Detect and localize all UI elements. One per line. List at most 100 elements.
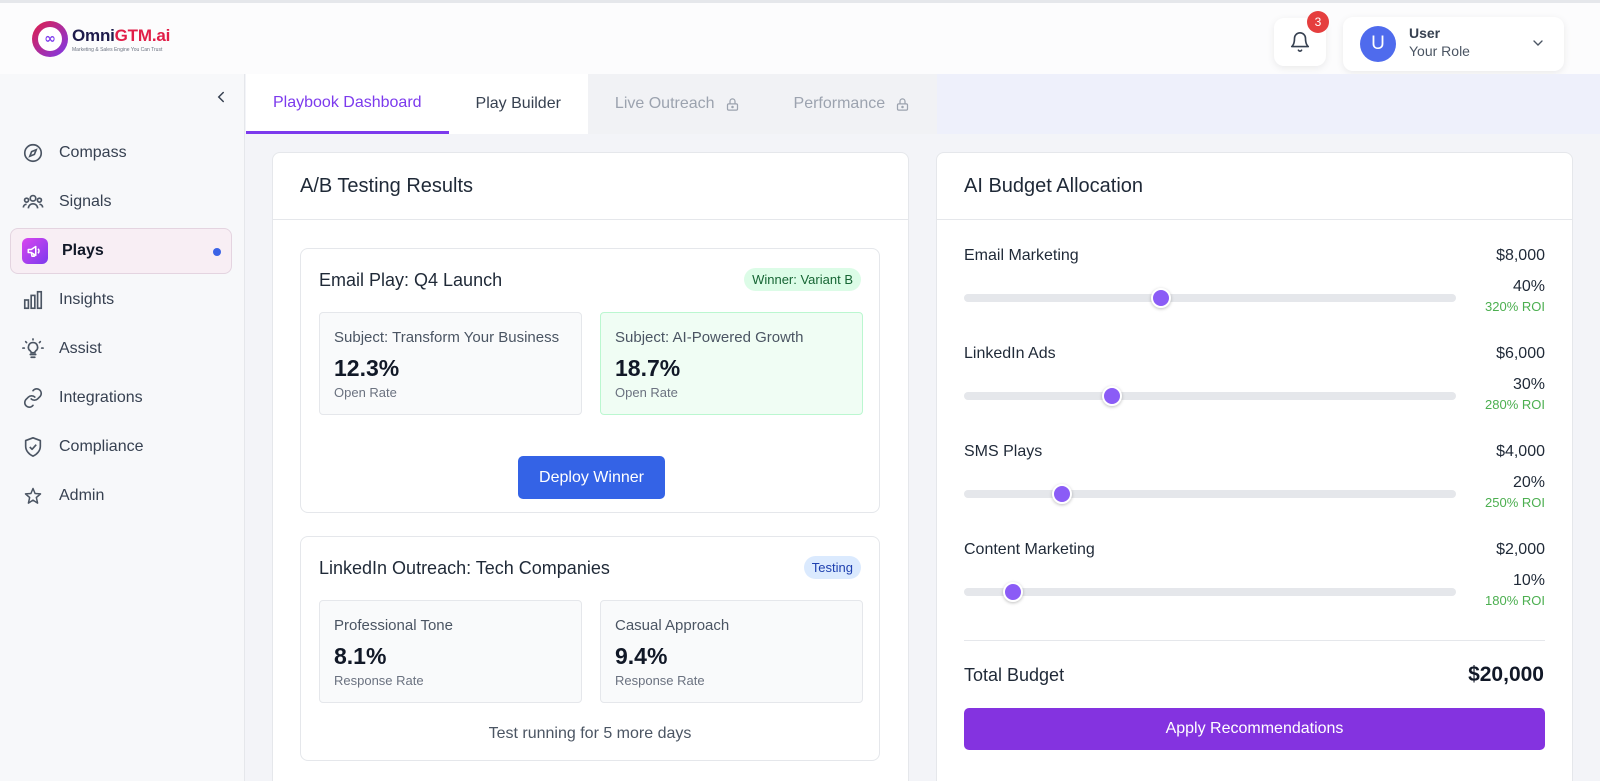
channel-roi: 280% ROI xyxy=(1485,397,1545,412)
top-header: ∞ OmniGTM.ai Marketing & Sales Engine Yo… xyxy=(0,0,1600,74)
tab-playbook-dashboard[interactable]: Playbook Dashboard xyxy=(246,74,449,134)
megaphone-icon xyxy=(22,238,48,264)
test-title: Email Play: Q4 Launch xyxy=(319,270,503,290)
channel-name: SMS Plays xyxy=(964,443,1043,460)
apply-recommendations-button[interactable]: Apply Recommendations xyxy=(964,708,1545,750)
card-title: A/B Testing Results xyxy=(273,153,908,220)
test-running-note: Test running for 5 more days xyxy=(488,725,692,742)
tab-performance[interactable]: Performance xyxy=(766,74,938,134)
link-icon xyxy=(21,386,45,410)
channel-name: Content Marketing xyxy=(964,541,1095,558)
budget-slider-track[interactable] xyxy=(964,386,1456,406)
sidebar-item-compliance[interactable]: Compliance xyxy=(10,424,232,470)
status-badge: Testing xyxy=(803,556,861,579)
notifications-button[interactable]: 3 xyxy=(1274,11,1329,66)
logo-name: OmniGTM.ai xyxy=(72,25,171,45)
deploy-winner-button[interactable]: Deploy Winner xyxy=(518,456,665,499)
channel-percent: 10% xyxy=(1512,572,1545,589)
slider-thumb[interactable] xyxy=(1101,386,1122,406)
bar-chart-icon xyxy=(21,288,45,312)
users-icon xyxy=(21,190,45,214)
sidebar-item-label: Assist xyxy=(59,340,102,357)
sidebar-item-label: Integrations xyxy=(59,389,143,406)
variant-value: 8.1% xyxy=(334,643,387,669)
budget-row-email-marketing: Email Marketing $8,000 40% 320% ROI xyxy=(964,247,1545,337)
ab-testing-card: A/B Testing Results Email Play: Q4 Launc… xyxy=(272,152,909,781)
variant-subject: Subject: Transform Your Business xyxy=(334,329,560,346)
app-logo[interactable]: ∞ OmniGTM.ai Marketing & Sales Engine Yo… xyxy=(32,21,170,57)
sidebar: Compass Signals Plays Insights Assist In… xyxy=(0,74,245,781)
tab-play-builder[interactable]: Play Builder xyxy=(448,74,588,134)
channel-name: Email Marketing xyxy=(964,247,1079,264)
bell-icon xyxy=(1290,32,1310,52)
channel-roi: 250% ROI xyxy=(1485,495,1545,510)
variant-b-panel: Subject: AI-Powered Growth 18.7% Open Ra… xyxy=(600,312,863,415)
variant-metric: Open Rate xyxy=(334,385,397,400)
tab-label: Live Outreach xyxy=(614,95,715,112)
variant-metric: Open Rate xyxy=(615,385,678,400)
ab-test-item: LinkedIn Outreach: Tech Companies Testin… xyxy=(300,536,880,761)
channel-roi: 180% ROI xyxy=(1485,593,1545,608)
user-name: User xyxy=(1409,25,1441,41)
variant-value: 18.7% xyxy=(615,355,681,381)
user-role: Your Role xyxy=(1409,43,1470,59)
sidebar-item-assist[interactable]: Assist xyxy=(10,326,232,372)
sidebar-item-admin[interactable]: Admin xyxy=(10,473,232,519)
channel-percent: 30% xyxy=(1512,376,1545,393)
sidebar-item-integrations[interactable]: Integrations xyxy=(10,375,232,421)
chevron-down-icon xyxy=(1533,40,1543,46)
logo-tagline: Marketing & Sales Engine You Can Trust xyxy=(72,46,163,53)
total-budget-label: Total Budget xyxy=(964,665,1065,685)
logo-mark-icon: ∞ xyxy=(32,21,68,57)
notification-count-badge: 3 xyxy=(1307,11,1329,33)
sidebar-item-label: Signals xyxy=(59,193,112,210)
sidebar-item-label: Plays xyxy=(62,242,104,259)
sidebar-item-label: Insights xyxy=(59,291,115,308)
channel-amount: $4,000 xyxy=(1496,443,1545,460)
variant-subject: Professional Tone xyxy=(334,617,453,634)
channel-name: LinkedIn Ads xyxy=(964,345,1056,362)
channel-percent: 40% xyxy=(1512,278,1545,295)
budget-slider-track[interactable] xyxy=(964,484,1456,504)
tab-live-outreach[interactable]: Live Outreach xyxy=(587,74,767,134)
variant-subject: Subject: AI-Powered Growth xyxy=(615,329,804,346)
avatar: U xyxy=(1360,26,1396,62)
variant-subject: Casual Approach xyxy=(615,617,730,634)
channel-amount: $6,000 xyxy=(1496,345,1545,362)
chevron-left-icon[interactable] xyxy=(212,88,230,106)
status-badge: Winner: Variant B xyxy=(744,268,861,291)
slider-thumb[interactable] xyxy=(1052,484,1073,504)
user-menu[interactable]: U User Your Role xyxy=(1343,17,1564,71)
variant-value: 9.4% xyxy=(615,643,668,669)
compass-icon xyxy=(21,141,45,165)
variant-b-panel: Casual Approach 9.4% Response Rate xyxy=(600,600,863,703)
lock-icon xyxy=(897,97,909,111)
budget-slider-track[interactable] xyxy=(964,288,1456,308)
sidebar-item-compass[interactable]: Compass xyxy=(10,130,232,176)
lightbulb-icon xyxy=(21,337,45,361)
shield-check-icon xyxy=(21,435,45,459)
sidebar-item-signals[interactable]: Signals xyxy=(10,179,232,225)
variant-metric: Response Rate xyxy=(615,673,705,688)
sidebar-item-plays[interactable]: Plays xyxy=(10,228,232,274)
sidebar-nav: Compass Signals Plays Insights Assist In… xyxy=(10,130,232,522)
budget-row-sms-plays: SMS Plays $4,000 20% 250% ROI xyxy=(964,443,1545,533)
channel-amount: $2,000 xyxy=(1496,541,1545,558)
card-title: AI Budget Allocation xyxy=(937,153,1572,220)
channel-percent: 20% xyxy=(1512,474,1545,491)
slider-thumb[interactable] xyxy=(1150,288,1171,308)
divider xyxy=(964,640,1545,641)
tab-label: Performance xyxy=(793,95,886,112)
sidebar-item-insights[interactable]: Insights xyxy=(10,277,232,323)
active-indicator-dot xyxy=(213,248,221,256)
channel-amount: $8,000 xyxy=(1496,247,1545,264)
budget-slider-track[interactable] xyxy=(964,582,1456,602)
total-budget-value: $20,000 xyxy=(1468,663,1544,686)
sidebar-item-label: Admin xyxy=(59,487,105,504)
ab-test-item: Email Play: Q4 Launch Winner: Variant B … xyxy=(300,248,880,513)
budget-row-content-marketing: Content Marketing $2,000 10% 180% ROI xyxy=(964,541,1545,631)
variant-value: 12.3% xyxy=(334,355,400,381)
star-icon xyxy=(21,484,45,508)
slider-thumb[interactable] xyxy=(1003,582,1024,602)
budget-allocation-card: AI Budget Allocation Email Marketing $8,… xyxy=(936,152,1573,781)
